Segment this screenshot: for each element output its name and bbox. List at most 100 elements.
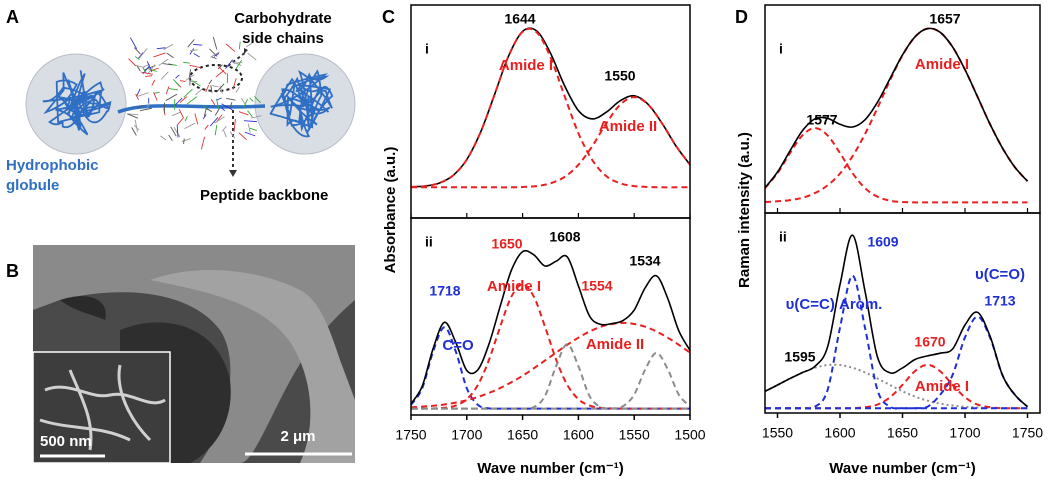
side-chain-bond: [179, 96, 188, 103]
x-tick-label: 1700: [451, 427, 482, 443]
side-chain-bond: [145, 75, 153, 77]
x-axis-label: Wave number (cm⁻¹): [477, 460, 624, 477]
spectrum-line: [410, 27, 691, 188]
scale-label: 2 μm: [280, 428, 315, 445]
pointer: [227, 51, 247, 67]
side-chain-bond: [184, 122, 196, 130]
y-axis-label: Absorbance (a.u.): [382, 147, 399, 274]
side-chain-bond: [171, 111, 181, 117]
annotation: Amide I: [499, 57, 553, 74]
side-chain-bond: [176, 117, 184, 126]
side-chain-bond: [200, 136, 206, 150]
x-tick-label: 1700: [949, 425, 980, 441]
side-chain-bond: [225, 59, 234, 69]
side-chain-bond: [168, 88, 179, 91]
side-chain-bond: [229, 102, 233, 108]
side-chain-bond: [221, 125, 227, 132]
side-chain-bond: [238, 41, 241, 50]
side-chain-bond: [168, 63, 177, 66]
side-chain-bond: [194, 113, 199, 125]
side-chain-bond: [244, 131, 256, 137]
x-tick-label: 1600: [563, 427, 594, 443]
annotation: 1670: [914, 334, 945, 350]
panel-label: A: [6, 7, 19, 27]
side-chain-bond: [214, 116, 225, 124]
side-chain-bond: [158, 58, 169, 66]
x-tick-label: 1550: [762, 425, 793, 441]
side-chain-bond: [153, 52, 166, 58]
side-chain-bond: [160, 135, 167, 141]
side-chain-bond: [174, 97, 183, 106]
panel-label: B: [6, 261, 19, 281]
subplot-label: i: [779, 41, 783, 57]
side-chain-bond: [203, 107, 207, 117]
subplot-label: ii: [779, 229, 787, 245]
side-chain-bond: [133, 47, 141, 55]
globule-chain: [42, 70, 112, 136]
x-tick-label: 1600: [824, 425, 855, 441]
side-chain-bond: [249, 97, 254, 102]
annotation: 1713: [984, 293, 1015, 309]
x-tick-label: 1750: [1012, 425, 1043, 441]
side-chain-bond: [243, 98, 248, 109]
sem-fibers: [39, 364, 166, 451]
annotation: Amide I: [915, 378, 969, 395]
side-chain-bond: [247, 52, 257, 61]
side-chain-bond: [184, 116, 188, 122]
side-chain-bond: [202, 114, 207, 120]
spectrum-line: [764, 363, 1028, 410]
side-chain-bond: [229, 131, 236, 139]
side-chain-bond: [233, 118, 236, 132]
plot-frame: [764, 212, 1041, 414]
side-chain-bond: [204, 124, 209, 130]
side-chain-bond: [191, 80, 201, 87]
side-chain-bond: [142, 65, 150, 75]
side-chain-bond: [226, 97, 236, 101]
charts: i Absorbance (a.u.) ii 1750 1700 1650 1600 1550…: [382, 4, 1043, 477]
side-chain-bond: [189, 48, 195, 55]
scale-label: 500 nm: [40, 433, 92, 450]
side-chain-bond: [208, 79, 213, 85]
side-chain-bond: [189, 64, 201, 69]
side-chain-bond: [216, 83, 225, 93]
spectrum-line: [764, 27, 1029, 203]
side-chain-bond: [173, 78, 180, 87]
side-chain-bond: [247, 110, 253, 118]
sem-pore: [60, 296, 106, 320]
x-tick-label: 1750: [395, 427, 426, 443]
side-chain-bond: [156, 47, 166, 50]
side-chain-bond: [142, 67, 147, 73]
label: Carbohydrate: [234, 10, 332, 27]
side-chain-bond: [128, 113, 139, 116]
side-chain-bond: [247, 123, 251, 133]
spectrum-line: [411, 351, 691, 410]
side-chain-bond: [163, 43, 174, 51]
spectrum-line: [764, 127, 1028, 204]
y-axis-label: Raman intensity (a.u.): [736, 132, 753, 288]
side-chain-bond: [245, 42, 253, 48]
highlight-ellipse: [189, 64, 243, 92]
side-chain-bond: [238, 111, 249, 116]
side-chain-bond: [168, 134, 173, 141]
side-chain-bond: [139, 48, 148, 58]
side-chain-bond: [243, 120, 257, 123]
side-chain-bond: [250, 115, 262, 119]
spectrum-line: [764, 234, 1029, 408]
side-chain-bond: [151, 79, 156, 86]
side-chain-bond: [210, 85, 213, 93]
side-chain-bond: [128, 58, 137, 67]
side-chain-bond: [221, 103, 233, 111]
panel-label: D: [735, 7, 748, 27]
spectrum-line: [765, 315, 1029, 410]
micrograph: 500 nm 2 μm: [32, 245, 355, 464]
side-chain-bond: [166, 52, 174, 59]
annotation: Amide I: [915, 56, 969, 73]
annotation: 1577: [806, 112, 837, 128]
spectrum-line: [410, 321, 691, 409]
side-chain-bond: [217, 64, 223, 70]
side-chain-bond: [213, 53, 220, 57]
side-chain-bond: [223, 130, 227, 138]
side-chain-bond: [179, 80, 186, 83]
annotation: 1657: [929, 11, 960, 27]
side-chain-bond: [183, 88, 193, 98]
